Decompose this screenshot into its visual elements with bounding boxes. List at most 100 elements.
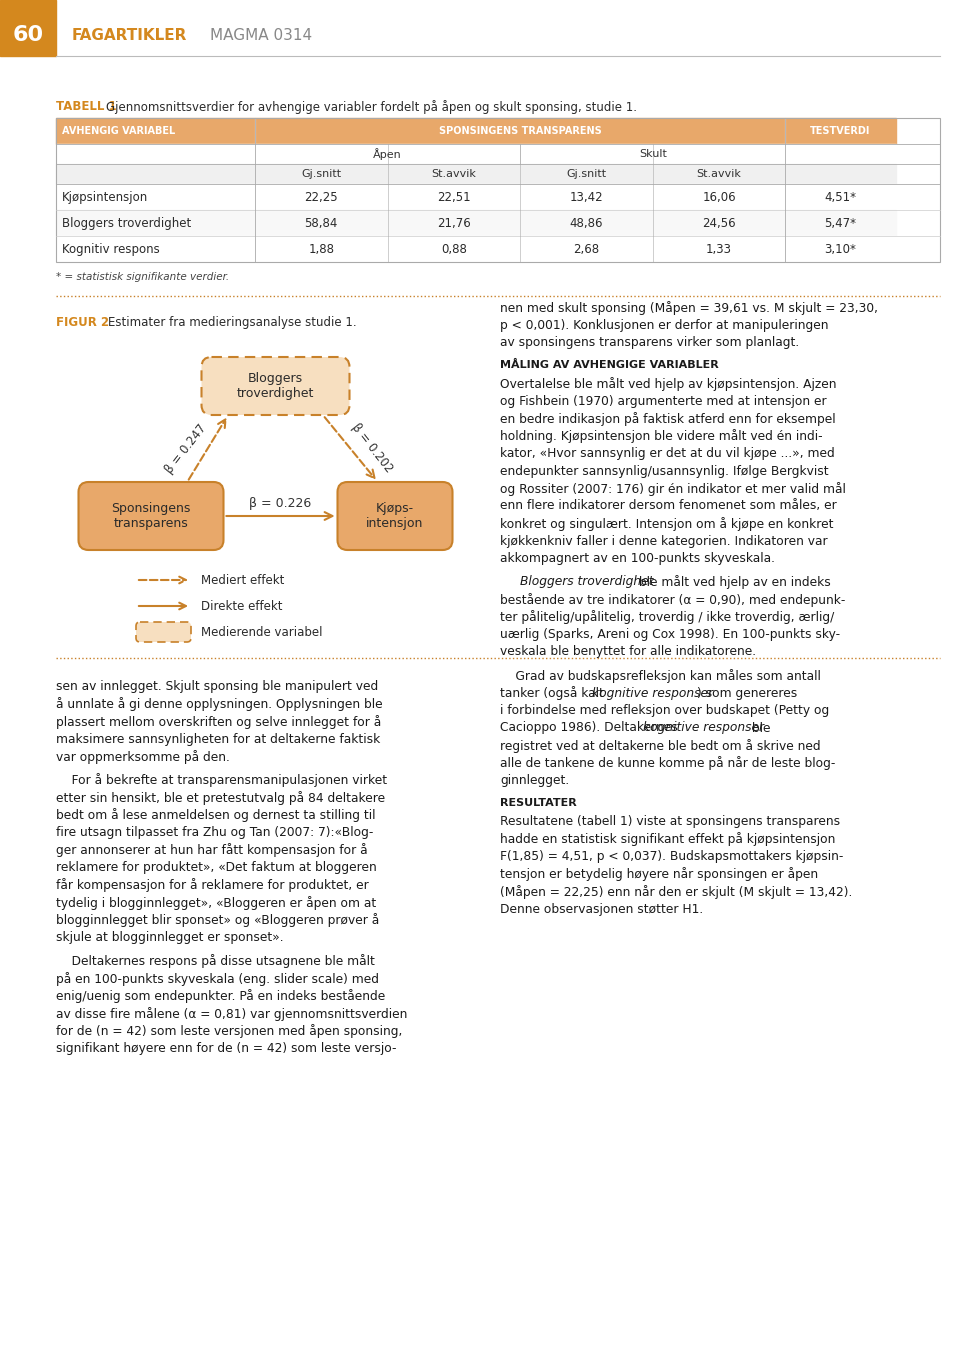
Text: 24,56: 24,56 <box>702 216 735 230</box>
Bar <box>56 143 255 164</box>
Text: Cacioppo 1986). Deltakernes: Cacioppo 1986). Deltakernes <box>500 721 682 735</box>
Text: 4,51*: 4,51* <box>825 191 856 203</box>
Bar <box>520 235 653 262</box>
Text: 2,68: 2,68 <box>573 242 599 256</box>
Bar <box>255 184 388 210</box>
Bar <box>255 143 520 164</box>
Text: kjøkkenkniv faller i denne kategorien. Indikatoren var: kjøkkenkniv faller i denne kategorien. I… <box>500 534 828 548</box>
Text: Åpen: Åpen <box>373 147 402 160</box>
Text: Skult: Skult <box>638 149 666 160</box>
Text: enig/uenig som endepunkter. På en indeks bestående: enig/uenig som endepunkter. På en indeks… <box>56 989 385 1004</box>
Text: FAGARTIKLER: FAGARTIKLER <box>72 27 187 42</box>
Text: Gjennomsnittsverdier for avhengige variabler fordelt på åpen og skult sponsing, : Gjennomsnittsverdier for avhengige varia… <box>106 100 637 114</box>
Text: 5,47*: 5,47* <box>825 216 856 230</box>
Text: etter sin hensikt, ble et pretestutvalg på 84 deltakere: etter sin hensikt, ble et pretestutvalg … <box>56 792 385 805</box>
Text: TABELL 1: TABELL 1 <box>56 100 116 114</box>
Text: ter pålitelig/upålitelig, troverdig / ikke troverdig, ærlig/: ter pålitelig/upålitelig, troverdig / ik… <box>500 610 834 625</box>
Bar <box>255 118 785 143</box>
FancyArrowPatch shape <box>189 419 226 479</box>
Bar <box>785 143 896 164</box>
Text: For å bekrefte at transparensmanipulasjonen virket: For å bekrefte at transparensmanipulasjo… <box>56 774 387 787</box>
Text: plassert mellom overskriften og selve innlegget for å: plassert mellom overskriften og selve in… <box>56 714 381 729</box>
FancyBboxPatch shape <box>202 357 349 415</box>
Text: RESULTATER: RESULTATER <box>500 797 577 808</box>
Text: fire utsagn tilpasset fra Zhu og Tan (2007: 7):«Blog-: fire utsagn tilpasset fra Zhu og Tan (20… <box>56 825 373 839</box>
Text: Kjøps-
intensjon: Kjøps- intensjon <box>367 502 423 530</box>
Text: tanker (også kalt: tanker (også kalt <box>500 686 608 701</box>
FancyArrowPatch shape <box>227 513 332 520</box>
Text: kognitive responser: kognitive responser <box>591 686 712 700</box>
Text: MÅLING AV AVHENGIGE VARIABLER: MÅLING AV AVHENGIGE VARIABLER <box>500 360 719 369</box>
Text: Gj.snitt: Gj.snitt <box>301 169 341 179</box>
Text: bedt om å lese anmeldelsen og dernest ta stilling til: bedt om å lese anmeldelsen og dernest ta… <box>56 809 375 823</box>
Text: registret ved at deltakerne ble bedt om å skrive ned: registret ved at deltakerne ble bedt om … <box>500 739 821 754</box>
Text: MAGMA 0314: MAGMA 0314 <box>210 27 312 42</box>
Bar <box>653 210 785 235</box>
Text: TESTVERDI: TESTVERDI <box>810 126 871 137</box>
Text: * = statistisk signifikante verdier.: * = statistisk signifikante verdier. <box>56 272 229 281</box>
Text: skjule at blogginnlegget er sponset».: skjule at blogginnlegget er sponset». <box>56 931 283 944</box>
Text: holdning. Kjøpsintensjon ble videre målt ved én indi-: holdning. Kjøpsintensjon ble videre målt… <box>500 429 823 444</box>
Text: ger annonserer at hun har fått kompensasjon for å: ger annonserer at hun har fått kompensas… <box>56 843 368 858</box>
FancyArrowPatch shape <box>324 417 374 478</box>
Text: Mediert effekt: Mediert effekt <box>201 574 284 586</box>
Bar <box>0 0 56 55</box>
Text: får kompensasjon for å reklamere for produktet, er: får kompensasjon for å reklamere for pro… <box>56 878 369 893</box>
FancyBboxPatch shape <box>136 622 191 643</box>
Text: β = 0.202: β = 0.202 <box>349 421 396 475</box>
Text: Resultatene (tabell 1) viste at sponsingens transparens: Resultatene (tabell 1) viste at sponsing… <box>500 815 840 828</box>
Bar <box>785 235 896 262</box>
Bar <box>255 164 388 184</box>
Bar <box>520 164 653 184</box>
Text: Grad av budskapsrefleksjon kan måles som antall: Grad av budskapsrefleksjon kan måles som… <box>500 668 821 683</box>
Text: signifikant høyere enn for de (n = 42) som leste versjo-: signifikant høyere enn for de (n = 42) s… <box>56 1042 396 1055</box>
Text: Bloggers
troverdighet: Bloggers troverdighet <box>237 372 314 400</box>
Text: 22,25: 22,25 <box>304 191 338 203</box>
Text: av disse fire målene (α = 0,81) var gjennomsnittsverdien: av disse fire målene (α = 0,81) var gjen… <box>56 1007 407 1022</box>
Text: nen med skult sponsing (Måpen = 39,61 vs. M skjult = 23,30,: nen med skult sponsing (Måpen = 39,61 vs… <box>500 300 878 315</box>
Text: å unnlate å gi denne opplysningen. Opplysningen ble: å unnlate å gi denne opplysningen. Opply… <box>56 698 383 712</box>
Bar <box>388 235 520 262</box>
Bar <box>520 184 653 210</box>
Text: kognitive responser: kognitive responser <box>643 721 764 735</box>
Text: Medierende variabel: Medierende variabel <box>201 625 323 639</box>
Text: 21,76: 21,76 <box>437 216 470 230</box>
Text: 0,88: 0,88 <box>441 242 467 256</box>
Text: Bloggers troverdighet: Bloggers troverdighet <box>62 216 191 230</box>
Text: 60: 60 <box>12 24 43 45</box>
Bar <box>56 235 255 262</box>
Text: ginnlegget.: ginnlegget. <box>500 774 569 787</box>
Text: endepunkter sannsynlig/usannsynlig. Ifølge Bergkvist: endepunkter sannsynlig/usannsynlig. Iføl… <box>500 464 828 478</box>
Text: og Fishbein (1970) argumenterte med at intensjon er: og Fishbein (1970) argumenterte med at i… <box>500 395 827 407</box>
Text: var oppmerksomme på den.: var oppmerksomme på den. <box>56 750 229 764</box>
Text: 48,86: 48,86 <box>569 216 603 230</box>
Text: maksimere sannsynligheten for at deltakerne faktisk: maksimere sannsynligheten for at deltake… <box>56 732 380 746</box>
Text: 22,51: 22,51 <box>437 191 470 203</box>
Bar <box>255 210 388 235</box>
Bar <box>56 118 255 143</box>
Text: Overtalelse ble målt ved hjelp av kjøpsintensjon. Ajzen: Overtalelse ble målt ved hjelp av kjøpsi… <box>500 377 836 391</box>
Text: AVHENGIG VARIABEL: AVHENGIG VARIABEL <box>62 126 176 137</box>
Text: Estimater fra medieringsanalyse studie 1.: Estimater fra medieringsanalyse studie 1… <box>108 317 356 329</box>
Bar <box>388 210 520 235</box>
Text: 1,88: 1,88 <box>308 242 334 256</box>
Text: kator, «Hvor sannsynlig er det at du vil kjøpe ...», med: kator, «Hvor sannsynlig er det at du vil… <box>500 446 835 460</box>
Text: p < 0,001). Konklusjonen er derfor at manipuleringen: p < 0,001). Konklusjonen er derfor at ma… <box>500 318 828 331</box>
Text: β = 0.226: β = 0.226 <box>250 498 312 510</box>
Text: Bloggers troverdighet: Bloggers troverdighet <box>520 575 654 589</box>
Text: 3,10*: 3,10* <box>825 242 856 256</box>
Bar <box>388 164 520 184</box>
Text: Denne observasjonen støtter H1.: Denne observasjonen støtter H1. <box>500 902 704 916</box>
Bar <box>520 210 653 235</box>
Text: F(1,85) = 4,51, p < 0,037). Budskapsmottakers kjøpsin-: F(1,85) = 4,51, p < 0,037). Budskapsmott… <box>500 850 844 863</box>
Text: alle de tankene de kunne komme på når de leste blog-: alle de tankene de kunne komme på når de… <box>500 756 835 770</box>
Text: β = 0.247: β = 0.247 <box>162 421 209 476</box>
Text: i forbindelse med refleksjon over budskapet (Petty og: i forbindelse med refleksjon over budska… <box>500 704 829 717</box>
Bar <box>56 118 940 262</box>
Text: Kjøpsintensjon: Kjøpsintensjon <box>62 191 148 203</box>
Text: tensjon er betydelig høyere når sponsingen er åpen: tensjon er betydelig høyere når sponsing… <box>500 867 818 881</box>
Text: ble: ble <box>748 721 770 735</box>
Bar <box>56 210 255 235</box>
Text: for de (n = 42) som leste versjonen med åpen sponsing,: for de (n = 42) som leste versjonen med … <box>56 1024 402 1039</box>
Bar <box>785 184 896 210</box>
